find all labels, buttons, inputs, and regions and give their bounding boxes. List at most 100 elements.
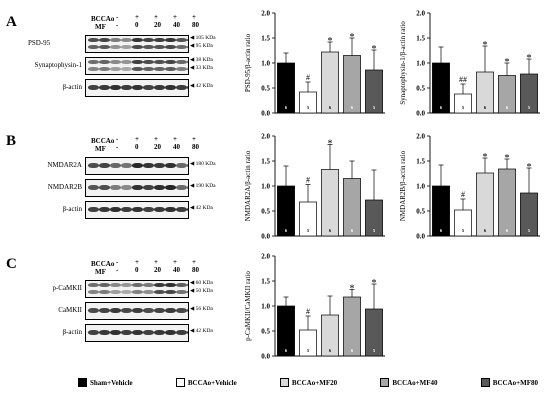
sample-size-label: 6 — [440, 228, 443, 233]
condition-value: + — [192, 258, 196, 266]
legend-label: BCCAo+MF80 — [492, 378, 538, 387]
significance-marker: * — [505, 153, 510, 164]
significance-marker: ## — [459, 75, 467, 84]
significance-marker: * — [527, 53, 532, 64]
significance-marker: * — [350, 32, 355, 43]
blot-band — [132, 85, 143, 90]
legend-swatch — [78, 378, 87, 387]
significance-marker: * — [350, 284, 355, 295]
y-tick-label: 1.5 — [261, 278, 270, 286]
sample-size-label: 6 — [329, 348, 332, 353]
blot-band — [99, 207, 110, 212]
y-tick-label: 0.0 — [261, 233, 270, 241]
legend-label: BCCAo+MF40 — [392, 378, 438, 387]
sample-size-label: 6 — [285, 348, 288, 353]
sample-size-label: 5 — [307, 348, 310, 353]
sample-size-label: 6 — [351, 228, 354, 233]
blot-band — [176, 308, 187, 313]
condition-value: 0 — [135, 266, 139, 274]
blot-band — [88, 207, 99, 212]
blot-band — [110, 85, 121, 90]
blot-band — [176, 283, 187, 287]
blot-strip — [85, 57, 189, 75]
blot-band — [121, 185, 132, 190]
blot-label: β-actin — [62, 83, 83, 91]
blot-band — [165, 290, 176, 294]
bar — [476, 172, 494, 237]
blot-band — [154, 85, 165, 90]
bar — [498, 168, 516, 237]
blot-band — [88, 330, 99, 335]
significance-marker: * — [505, 57, 510, 68]
legend-label: Sham+Vehicle — [90, 378, 133, 387]
blot-band — [121, 85, 132, 90]
blot-band — [110, 185, 121, 190]
blot-strip — [85, 35, 189, 53]
bar-chart-camkii: p-CaMKII/CaMKII ratio 0.0 0.5 1.0 1.5 2.0 6 5 #6… — [244, 253, 385, 361]
blot-label: p-CaMKII — [52, 284, 82, 292]
sample-size-label: 6 — [329, 105, 332, 110]
condition-value: 80 — [192, 266, 199, 274]
kda-marker: ◀ 42 KDa — [190, 205, 213, 211]
y-tick-label: 1.0 — [261, 183, 270, 191]
blot-band — [121, 308, 132, 313]
condition-label: BCCAo — [91, 137, 115, 145]
y-tick-label: 0.5 — [416, 208, 425, 216]
blot-band — [143, 185, 154, 190]
significance-marker: * — [328, 36, 333, 47]
condition-value: + — [154, 258, 158, 266]
significance-marker: * — [328, 139, 333, 150]
condition-value: + — [192, 13, 196, 21]
sample-size-label: 6 — [506, 228, 509, 233]
blot-band — [88, 185, 99, 190]
y-tick-label: 1.5 — [261, 35, 270, 43]
kda-marker: ◀ 38 KDa — [190, 57, 213, 63]
blot-label: β-actin — [62, 328, 83, 336]
y-tick-label: 1.0 — [261, 303, 270, 311]
blot-band — [154, 185, 165, 190]
y-axis-label: p-CaMKII/CaMKII ratio — [244, 271, 252, 341]
blot-band — [99, 60, 110, 64]
condition-value: 20 — [154, 143, 161, 151]
blot-band — [99, 283, 110, 287]
blot-band — [110, 67, 121, 71]
condition-value: + — [154, 135, 158, 143]
blot-band — [99, 163, 110, 168]
blot-band — [99, 45, 110, 49]
blot-strip — [85, 179, 189, 197]
sample-size-label: 6 — [329, 228, 332, 233]
blot-band — [110, 207, 121, 212]
blot-label: CaMKII — [58, 306, 82, 314]
blot-band — [154, 163, 165, 168]
blot-strip — [85, 280, 189, 298]
significance-marker: # — [461, 190, 465, 199]
sample-size-label: 5 — [373, 348, 376, 353]
y-tick-label: 2.0 — [261, 10, 270, 18]
blot-label: NMDAR2B — [47, 183, 82, 191]
panel-letter-b: B — [6, 133, 17, 149]
y-axis-label: Synaptophysin-1/β-actin ratio — [399, 21, 407, 105]
bar — [454, 93, 472, 114]
condition-value: + — [135, 13, 139, 21]
blot-band — [187, 185, 188, 190]
legend-item: BCCAo+Vehicle — [175, 378, 237, 387]
blot-band — [154, 330, 165, 335]
blot-band — [143, 163, 154, 168]
blot-band — [176, 67, 187, 71]
blot-band — [165, 185, 176, 190]
blot-band — [176, 290, 187, 294]
blot-band — [165, 330, 176, 335]
blot-band — [132, 290, 143, 294]
condition-value: + — [173, 135, 177, 143]
blot-band — [110, 290, 121, 294]
kda-marker: ◀ 33 KDa — [190, 65, 213, 71]
condition-value: - — [116, 143, 119, 151]
blot-strip — [85, 79, 189, 97]
blot-band — [187, 283, 188, 287]
blot-band — [176, 207, 187, 212]
blot-band — [187, 207, 188, 212]
sample-size-label: 6 — [351, 348, 354, 353]
y-tick-label: 0.5 — [416, 85, 425, 93]
kda-marker: ◀ 42 KDa — [190, 328, 213, 334]
blot-label: Synaptophysin-1 — [34, 61, 82, 69]
